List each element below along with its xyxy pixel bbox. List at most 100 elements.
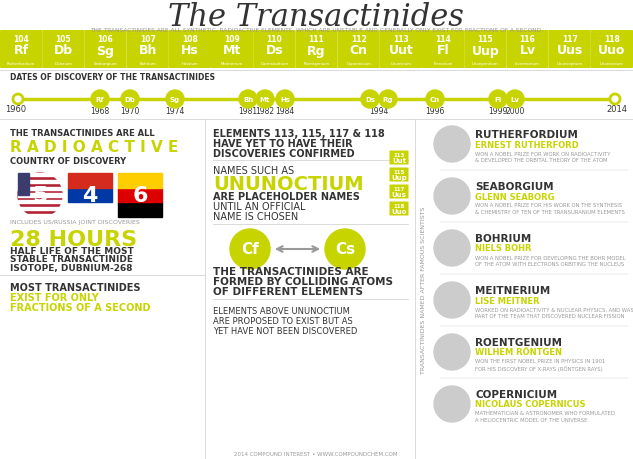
Text: SEABORGIUM: SEABORGIUM — [475, 182, 554, 191]
FancyBboxPatch shape — [337, 31, 380, 69]
Text: 1981: 1981 — [239, 107, 258, 116]
Text: Bh: Bh — [243, 97, 253, 103]
Text: 112: 112 — [351, 34, 367, 44]
Bar — [18, 214, 62, 218]
Text: Seaborgium: Seaborgium — [94, 62, 117, 66]
Bar — [18, 201, 62, 204]
Circle shape — [434, 127, 470, 162]
Circle shape — [118, 174, 162, 218]
Text: Rg: Rg — [307, 45, 326, 57]
FancyBboxPatch shape — [422, 31, 464, 69]
Text: COPERNICIUM: COPERNICIUM — [475, 389, 557, 399]
Text: BOHRIUM: BOHRIUM — [475, 234, 531, 243]
Text: 113: 113 — [393, 34, 409, 44]
Text: Roentgenium: Roentgenium — [303, 62, 330, 66]
Bar — [68, 203, 112, 218]
Circle shape — [121, 91, 139, 109]
Text: Sg: Sg — [170, 97, 180, 103]
Bar — [118, 203, 162, 218]
Text: 118: 118 — [604, 34, 620, 44]
Text: 1994: 1994 — [369, 107, 389, 116]
Text: ROENTGENIUM: ROENTGENIUM — [475, 337, 562, 347]
Text: EXIST FOR ONLY: EXIST FOR ONLY — [10, 292, 99, 302]
Text: Sg: Sg — [97, 45, 115, 57]
Text: WON A NOBEL PRIZE FOR HIS WORK ON THE SYNTHESIS: WON A NOBEL PRIZE FOR HIS WORK ON THE SY… — [475, 203, 622, 208]
Text: Ds: Ds — [265, 45, 283, 57]
Text: Ununoctium: Ununoctium — [600, 62, 624, 66]
Text: 104: 104 — [13, 34, 29, 44]
Text: 1999: 1999 — [488, 107, 508, 116]
Text: 117: 117 — [393, 187, 404, 191]
Text: FRACTIONS OF A SECOND: FRACTIONS OF A SECOND — [10, 302, 151, 312]
FancyBboxPatch shape — [296, 31, 337, 69]
Circle shape — [434, 282, 470, 318]
FancyBboxPatch shape — [591, 31, 633, 69]
Text: 1974: 1974 — [165, 107, 185, 116]
Text: STABLE TRANSACTINIDE: STABLE TRANSACTINIDE — [10, 255, 133, 264]
Text: NIELS BOHR: NIELS BOHR — [475, 244, 532, 253]
Bar — [18, 187, 62, 190]
Text: Uup: Uup — [391, 174, 407, 180]
Text: R A D I O A C T I V E: R A D I O A C T I V E — [10, 140, 179, 155]
Text: Bh: Bh — [139, 45, 157, 57]
Circle shape — [434, 179, 470, 214]
Text: Mt: Mt — [223, 45, 241, 57]
FancyBboxPatch shape — [549, 31, 591, 69]
Text: UNUNOCTIUM: UNUNOCTIUM — [213, 175, 363, 194]
Circle shape — [256, 91, 274, 109]
Text: HALF LIFE OF THE MOST: HALF LIFE OF THE MOST — [10, 247, 134, 256]
Circle shape — [379, 91, 397, 109]
Text: UNTIL AN OFFICIAL: UNTIL AN OFFICIAL — [213, 202, 306, 212]
Circle shape — [506, 91, 524, 109]
Text: Uus: Uus — [556, 45, 583, 57]
Circle shape — [434, 230, 470, 266]
Text: 1960: 1960 — [6, 105, 27, 114]
Bar — [68, 188, 112, 203]
Text: DISCOVERIES CONFIRMED: DISCOVERIES CONFIRMED — [213, 149, 354, 159]
Text: Ununpentium: Ununpentium — [472, 62, 499, 66]
Bar — [68, 174, 112, 188]
Text: ELEMENTS 113, 115, 117 & 118: ELEMENTS 113, 115, 117 & 118 — [213, 129, 385, 139]
Text: & DEVELOPED THE ORBITAL THEORY OF THE ATOM: & DEVELOPED THE ORBITAL THEORY OF THE AT… — [475, 158, 608, 163]
Text: 115: 115 — [477, 34, 493, 44]
Text: ARE PLACEHOLDER NAMES: ARE PLACEHOLDER NAMES — [213, 191, 360, 202]
Text: 28 HOURS: 28 HOURS — [10, 230, 137, 249]
Text: MEITNERIUM: MEITNERIUM — [475, 285, 550, 295]
FancyBboxPatch shape — [42, 31, 84, 69]
Text: Lv: Lv — [510, 97, 520, 103]
Text: 105: 105 — [56, 34, 71, 44]
Text: WON A NOBEL PRIZE FOR DEVELOPING THE BOHR MODEL: WON A NOBEL PRIZE FOR DEVELOPING THE BOH… — [475, 255, 625, 260]
FancyBboxPatch shape — [389, 185, 408, 199]
FancyBboxPatch shape — [506, 31, 549, 69]
FancyBboxPatch shape — [84, 31, 127, 69]
Text: 2014 COMPOUND INTEREST • WWW.COMPOUNDCHEM.COM: 2014 COMPOUND INTEREST • WWW.COMPOUNDCHE… — [234, 452, 398, 457]
Text: 4: 4 — [82, 185, 97, 206]
Text: INCLUDES US/RUSSIA JOINT DISCOVERIES: INCLUDES US/RUSSIA JOINT DISCOVERIES — [10, 220, 140, 225]
Text: LISE MEITNER: LISE MEITNER — [475, 296, 539, 305]
Text: Mt: Mt — [260, 97, 270, 103]
Text: 108: 108 — [182, 34, 198, 44]
Text: 2000: 2000 — [505, 107, 525, 116]
Text: ELEMENTS ABOVE UNUNOCTIUM: ELEMENTS ABOVE UNUNOCTIUM — [213, 307, 350, 316]
Text: WON A NOBEL PRIZE FOR WORK ON RADIOACTIVITY: WON A NOBEL PRIZE FOR WORK ON RADIOACTIV… — [475, 151, 610, 156]
Circle shape — [13, 95, 23, 105]
Text: Ununseptium: Ununseptium — [556, 62, 583, 66]
Text: Hassium: Hassium — [182, 62, 198, 66]
Text: Dubnium: Dubnium — [54, 62, 72, 66]
Text: 6: 6 — [132, 185, 147, 206]
Bar — [118, 174, 162, 188]
Text: HAVE YET TO HAVE THEIR: HAVE YET TO HAVE THEIR — [213, 139, 353, 149]
Circle shape — [489, 91, 507, 109]
Text: WILHEM RÖNTGEN: WILHEM RÖNTGEN — [475, 348, 562, 357]
Text: 118: 118 — [393, 203, 404, 208]
Text: Ds: Ds — [365, 97, 375, 103]
Text: PART OF THE TEAM THAT DISCOVERED NUCLEAR FISSION: PART OF THE TEAM THAT DISCOVERED NUCLEAR… — [475, 314, 624, 319]
Text: Hs: Hs — [181, 45, 199, 57]
Bar — [18, 194, 62, 197]
Text: ERNEST RUTHERFORD: ERNEST RUTHERFORD — [475, 140, 579, 149]
Text: MATHEMATICIAN & ASTRONOMER WHO FORMULATED: MATHEMATICIAN & ASTRONOMER WHO FORMULATE… — [475, 411, 615, 415]
Text: Cs: Cs — [335, 242, 355, 257]
Text: Uuo: Uuo — [598, 45, 625, 57]
Text: The Transactinides: The Transactinides — [168, 1, 464, 33]
Text: Livermorium: Livermorium — [515, 62, 540, 66]
